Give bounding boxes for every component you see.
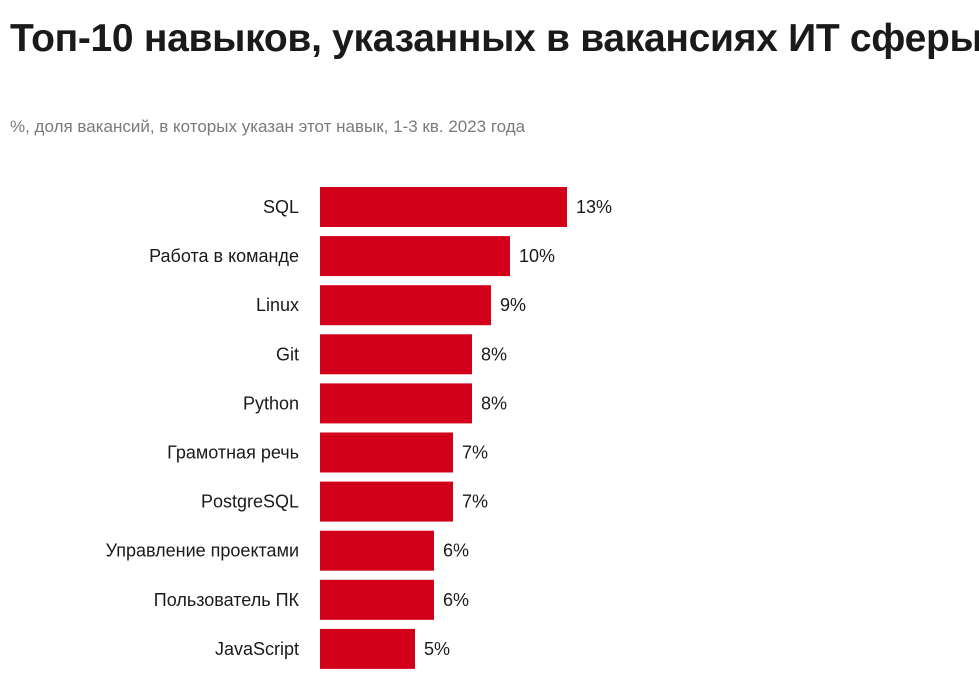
category-label-8: Пользователь ПК (154, 590, 300, 610)
chart-title: Топ-10 навыков, указанных в вакансиях ИТ… (10, 17, 979, 60)
value-label-4: 8% (481, 393, 507, 413)
bar-2 (320, 285, 491, 326)
bar-7 (320, 530, 434, 571)
chart-subtitle: %, доля вакансий, в которых указан этот … (10, 117, 526, 136)
value-label-9: 5% (424, 639, 450, 659)
category-label-3: Git (276, 344, 299, 364)
category-label-4: Python (243, 393, 299, 413)
value-label-0: 13% (576, 197, 612, 217)
category-label-1: Работа в команде (149, 246, 299, 266)
bar-6 (320, 481, 453, 522)
category-label-6: PostgreSQL (201, 492, 299, 512)
bar-3 (320, 334, 472, 375)
value-label-5: 7% (462, 443, 488, 463)
value-label-3: 8% (481, 344, 507, 364)
value-label-6: 7% (462, 492, 488, 512)
bar-5 (320, 432, 453, 473)
category-label-0: SQL (263, 197, 299, 217)
bar-1 (320, 236, 510, 277)
category-label-2: Linux (256, 295, 299, 315)
bar-8 (320, 579, 434, 620)
bar-9 (320, 628, 415, 669)
category-label-9: JavaScript (215, 639, 299, 659)
category-label-5: Грамотная речь (167, 443, 299, 463)
bar-4 (320, 383, 472, 424)
value-label-2: 9% (500, 295, 526, 315)
value-label-1: 10% (519, 246, 555, 266)
value-label-7: 6% (443, 541, 469, 561)
bar-0 (320, 187, 567, 227)
category-label-7: Управление проектами (106, 541, 299, 561)
value-label-8: 6% (443, 590, 469, 610)
